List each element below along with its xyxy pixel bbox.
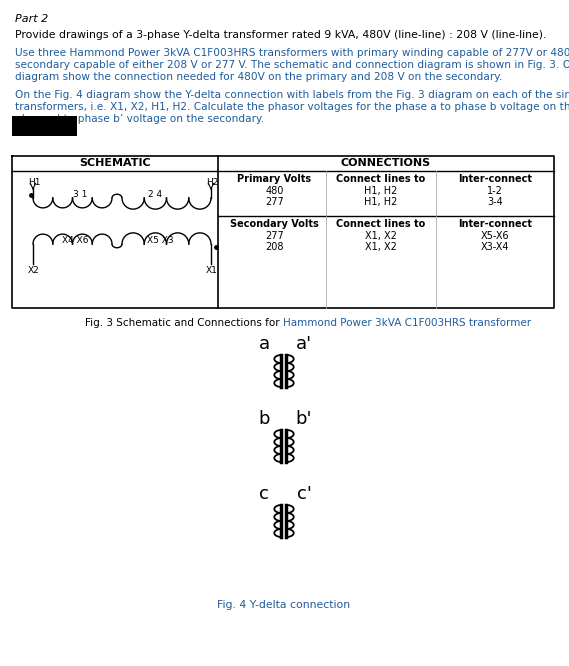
Text: X3-X4: X3-X4 [481, 242, 509, 252]
Text: 3 1: 3 1 [73, 190, 87, 199]
Text: Part 2: Part 2 [15, 14, 48, 24]
Text: H2: H2 [206, 178, 218, 187]
Text: a': a' [296, 335, 312, 353]
Text: b': b' [296, 410, 312, 428]
Text: Fig. 4 Y-delta connection: Fig. 4 Y-delta connection [217, 600, 351, 610]
Text: H1, H2: H1, H2 [364, 186, 398, 196]
Text: Fig. 3 Schematic and Connections for: Fig. 3 Schematic and Connections for [85, 318, 283, 328]
Text: Inter-connect: Inter-connect [458, 174, 532, 184]
Text: H1, H2: H1, H2 [364, 197, 398, 207]
Text: Connect lines to: Connect lines to [336, 219, 426, 229]
Text: X5-X6: X5-X6 [481, 231, 509, 241]
Text: On the Fig. 4 diagram show the Y-delta connection with labels from the Fig. 3 di: On the Fig. 4 diagram show the Y-delta c… [15, 90, 569, 100]
Text: H1: H1 [28, 178, 40, 187]
Text: X1: X1 [206, 266, 218, 275]
Text: 277: 277 [265, 231, 284, 241]
Text: 277: 277 [265, 197, 284, 207]
Text: 480: 480 [265, 186, 284, 196]
Text: Secondary Volts: Secondary Volts [230, 219, 319, 229]
Text: SCD 43: SCD 43 [16, 138, 72, 152]
Text: transformers, i.e. X1, X2, H1, H2. Calculate the phasor voltages for the phase a: transformers, i.e. X1, X2, H1, H2. Calcu… [15, 102, 569, 112]
Text: c: c [259, 485, 269, 503]
Text: X5 X3: X5 X3 [147, 236, 174, 245]
Text: diagram show the connection needed for 480V on the primary and 208 V on the seco: diagram show the connection needed for 4… [15, 72, 502, 82]
Text: CONNECTIONS: CONNECTIONS [341, 158, 431, 168]
Text: 208: 208 [265, 242, 284, 252]
Text: 1-2: 1-2 [487, 186, 503, 196]
Text: Primary Volts: Primary Volts [237, 174, 312, 184]
Text: X1, X2: X1, X2 [365, 242, 397, 252]
Text: Provide drawings of a 3-phase Y-delta transformer rated 9 kVA, 480V (line-line) : Provide drawings of a 3-phase Y-delta tr… [15, 30, 546, 40]
Text: X2: X2 [28, 266, 40, 275]
Text: SCHEMATIC: SCHEMATIC [79, 158, 151, 168]
Bar [12, 116, 77, 136]
Text: 2 4: 2 4 [148, 190, 162, 199]
Text: secondary capable of either 208 V or 277 V. The schematic and connection diagram: secondary capable of either 208 V or 277… [15, 60, 569, 70]
Text: X1, X2: X1, X2 [365, 231, 397, 241]
Text: Inter-connect: Inter-connect [458, 219, 532, 229]
Text: Connect lines to: Connect lines to [336, 174, 426, 184]
Text: a: a [258, 335, 270, 353]
Text: X4 X6: X4 X6 [62, 236, 88, 245]
Text: 3-4: 3-4 [487, 197, 503, 207]
Text: Use three Hammond Power 3kVA C1F003HRS transformers with primary winding capable: Use three Hammond Power 3kVA C1F003HRS t… [15, 48, 569, 58]
Text: c': c' [296, 485, 311, 503]
Text: phase a’ to phase b’ voltage on the secondary.: phase a’ to phase b’ voltage on the seco… [15, 114, 264, 124]
Text: b: b [258, 410, 270, 428]
Text: Hammond Power 3kVA C1F003HRS transformer: Hammond Power 3kVA C1F003HRS transformer [283, 318, 531, 328]
